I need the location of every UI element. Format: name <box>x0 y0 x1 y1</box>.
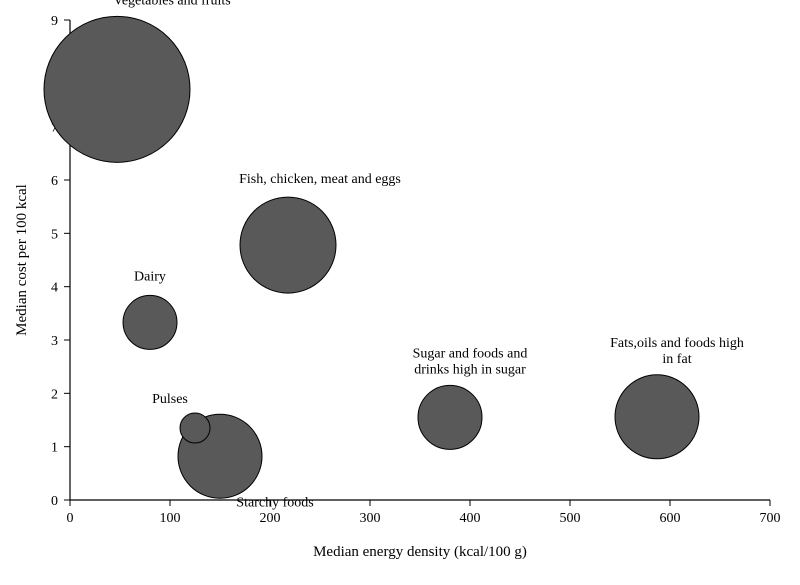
chart-svg: 0 100 200 300 400 500 600 700 Median energy dens… <box>0 0 800 585</box>
bubble-label: Fish, chicken, meat and eggs <box>239 172 401 187</box>
bubble-label: Dairy <box>134 269 166 284</box>
bubble-label: Fats,oils and foods high <box>610 336 744 351</box>
x-tick-label: 500 <box>560 511 581 526</box>
x-tick-label: 600 <box>660 511 681 526</box>
bubble <box>180 413 210 443</box>
bubble-chart: 0 100 200 300 400 500 600 700 Median energy dens… <box>0 0 800 585</box>
bubble <box>418 385 482 449</box>
y-tick-label: 5 <box>51 227 58 242</box>
bubble <box>123 295 177 349</box>
x-axis-title: Median energy density (kcal/100 g) <box>313 544 527 560</box>
y-tick-label: 1 <box>51 441 58 456</box>
y-axis-title: Median cost per 100 kcal <box>14 184 30 336</box>
x-tick-label: 0 <box>67 511 74 526</box>
bubble-label: Sugar and foods and <box>413 346 528 361</box>
y-tick-label: 3 <box>51 334 58 349</box>
bubble <box>44 16 190 162</box>
bubble <box>240 197 336 293</box>
x-tick-label: 200 <box>260 511 281 526</box>
y-tick-label: 6 <box>51 174 58 189</box>
bubble-label: Vegetables and fruits <box>113 0 230 8</box>
x-tick-label: 400 <box>460 511 481 526</box>
bubble <box>615 375 699 459</box>
y-tick-label: 9 <box>51 14 58 29</box>
bubble-label: Pulses <box>152 392 188 407</box>
x-tick-label: 700 <box>760 511 781 526</box>
y-tick-label: 4 <box>51 281 58 296</box>
y-tick-label: 2 <box>51 387 58 402</box>
bubble-label: drinks high in sugar <box>414 362 526 377</box>
x-tick-label: 100 <box>160 511 181 526</box>
y-tick-label: 0 <box>51 494 58 509</box>
bubble-label: in fat <box>662 352 691 367</box>
x-tick-label: 300 <box>360 511 381 526</box>
bubble-label: Starchy foods <box>236 495 313 510</box>
